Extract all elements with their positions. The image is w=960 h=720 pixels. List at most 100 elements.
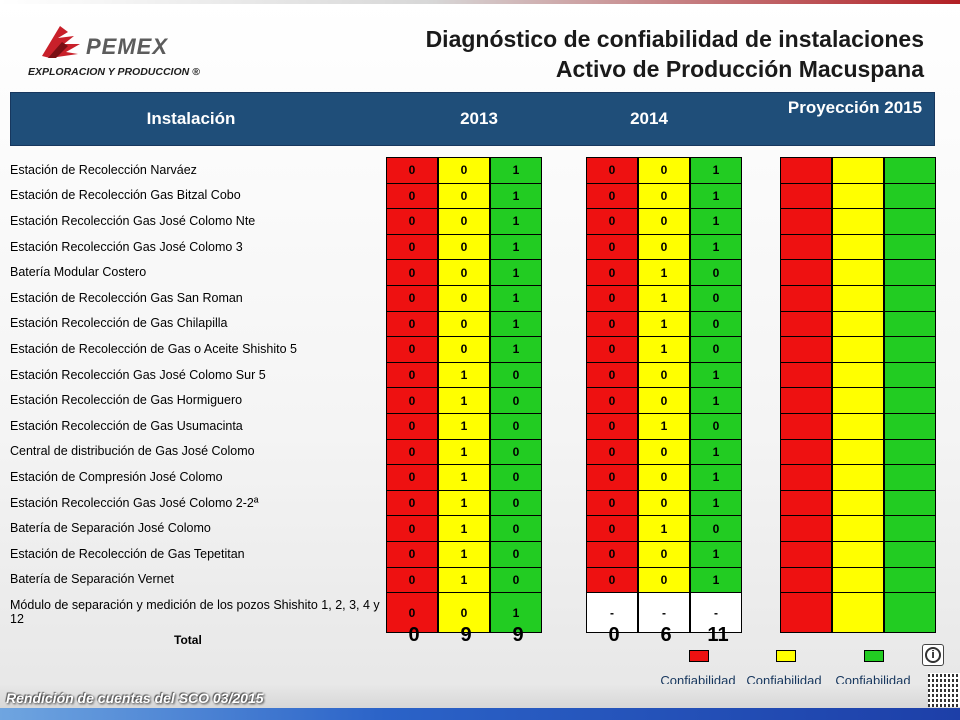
cell-projection-2015 (884, 438, 936, 466)
header-projection: Proyección 2015 (787, 98, 923, 117)
cell-2013: 0 (386, 157, 438, 184)
logo-brand: PEMEX (86, 34, 169, 59)
cell-projection-2015 (832, 310, 884, 338)
cell-2014: - (638, 592, 690, 634)
cell-2014: 0 (638, 438, 690, 466)
cell-projection-2015 (780, 361, 832, 389)
cell-projection-2015 (884, 541, 936, 568)
cell-2014: 1 (638, 259, 690, 286)
cell-2014: 0 (638, 566, 690, 594)
cell-projection-2015 (832, 515, 884, 542)
installation-name: Módulo de separación y medición de los p… (10, 598, 380, 627)
cell-2014: 0 (690, 515, 742, 542)
footer-blue-bar (0, 708, 960, 720)
pemex-eagle-icon (42, 26, 80, 58)
cell-2013: 0 (490, 464, 542, 491)
cell-projection-2015 (884, 566, 936, 594)
cell-2013: 0 (386, 233, 438, 261)
cell-2014: 0 (586, 438, 638, 466)
table-header: Instalación 2013 2014 Proyección 2015 (10, 92, 935, 146)
cell-2014: 0 (690, 310, 742, 338)
cell-2013: 0 (438, 157, 490, 184)
cell-2013: 1 (490, 285, 542, 312)
cell-projection-2015 (780, 285, 832, 312)
cell-2014: 1 (638, 515, 690, 542)
cell-projection-2015 (780, 515, 832, 542)
cell-projection-2015 (884, 387, 936, 414)
header-installation: Instalación (146, 109, 236, 128)
title-line-2: Activo de Producción Macuspana (555, 56, 924, 82)
page-title: Diagnóstico de confiabilidad de instalac… (426, 24, 924, 84)
cell-2014: 1 (690, 541, 742, 568)
cell-projection-2015 (832, 438, 884, 466)
cell-2014: 0 (586, 413, 638, 440)
cell-projection-2015 (780, 489, 832, 517)
cell-projection-2015 (832, 182, 884, 210)
cell-projection-2015 (832, 592, 884, 634)
logo-subtitle: EXPLORACION Y PRODUCCION ® (28, 66, 200, 78)
cell-2014: 1 (690, 182, 742, 210)
cell-projection-2015 (832, 208, 884, 235)
cell-projection-2015 (884, 336, 936, 363)
cell-2014: 0 (586, 464, 638, 491)
cell-projection-2015 (884, 489, 936, 517)
installation-name: Estación de Recolección de Gas o Aceite … (10, 341, 297, 356)
cell-2013: 1 (490, 182, 542, 210)
cell-2013: 0 (386, 464, 438, 491)
cell-2014: 1 (690, 361, 742, 389)
total-2013-red: 0 (408, 624, 420, 646)
cell-projection-2015 (832, 157, 884, 184)
installation-name: Estación Recolección Gas José Colomo 2-2… (10, 495, 259, 510)
pemex-logo: PEMEX EXPLORACION Y PRODUCCION ® (28, 18, 208, 84)
cell-2014: 0 (638, 182, 690, 210)
cell-projection-2015 (780, 464, 832, 491)
installation-name: Estación de Recolección Gas Bitzal Cobo (10, 188, 241, 203)
total-label: Total (174, 633, 202, 647)
cell-2014: 0 (586, 566, 638, 594)
cell-projection-2015 (884, 310, 936, 338)
cell-2013: 0 (438, 259, 490, 286)
total-2013-yellow: 9 (460, 624, 472, 646)
cell-2014: 0 (638, 208, 690, 235)
cell-2013: 1 (490, 592, 542, 634)
cell-2013: 0 (490, 361, 542, 389)
cell-2013: 0 (386, 285, 438, 312)
cell-2013: 1 (490, 310, 542, 338)
cell-2013: 0 (386, 361, 438, 389)
info-icon[interactable]: i (922, 644, 944, 666)
cell-2013: 0 (438, 336, 490, 363)
installation-name: Central de distribución de Gas José Colo… (10, 444, 255, 459)
installation-name: Estación Recolección de Gas Chilapilla (10, 316, 228, 331)
installation-name: Estación de Compresión José Colomo (10, 469, 223, 484)
cell-2014: 0 (690, 285, 742, 312)
cell-projection-2015 (832, 259, 884, 286)
qr-code-icon (928, 673, 960, 707)
cell-2014: 0 (638, 541, 690, 568)
cell-projection-2015 (780, 310, 832, 338)
footer-text: Rendición de cuentas del SCO 03/2015 (6, 690, 264, 706)
installation-name: Batería de Separación Vernet (10, 572, 175, 587)
cell-2014: 0 (586, 387, 638, 414)
cell-2014: 1 (690, 438, 742, 466)
cell-projection-2015 (884, 464, 936, 491)
cell-projection-2015 (780, 413, 832, 440)
installation-name: Estación Recolección de Gas Hormiguero (10, 393, 243, 408)
cell-2014: 0 (638, 361, 690, 389)
cell-2013: 0 (386, 336, 438, 363)
cell-2014: 1 (690, 464, 742, 491)
cell-projection-2015 (780, 157, 832, 184)
cell-2014: 0 (638, 387, 690, 414)
cell-projection-2015 (780, 182, 832, 210)
cell-projection-2015 (780, 566, 832, 594)
cell-2013: 0 (386, 438, 438, 466)
cell-2013: 1 (438, 387, 490, 414)
cell-projection-2015 (884, 413, 936, 440)
legend-swatch-disminuida (776, 650, 796, 662)
cell-projection-2015 (780, 592, 832, 634)
cell-projection-2015 (884, 157, 936, 184)
total-2014-red: 0 (608, 624, 620, 646)
cell-2013: 1 (438, 566, 490, 594)
installation-name: Estación de Recolección Gas San Roman (10, 290, 243, 305)
cell-2014: 0 (586, 515, 638, 542)
cell-2014: 1 (690, 157, 742, 184)
